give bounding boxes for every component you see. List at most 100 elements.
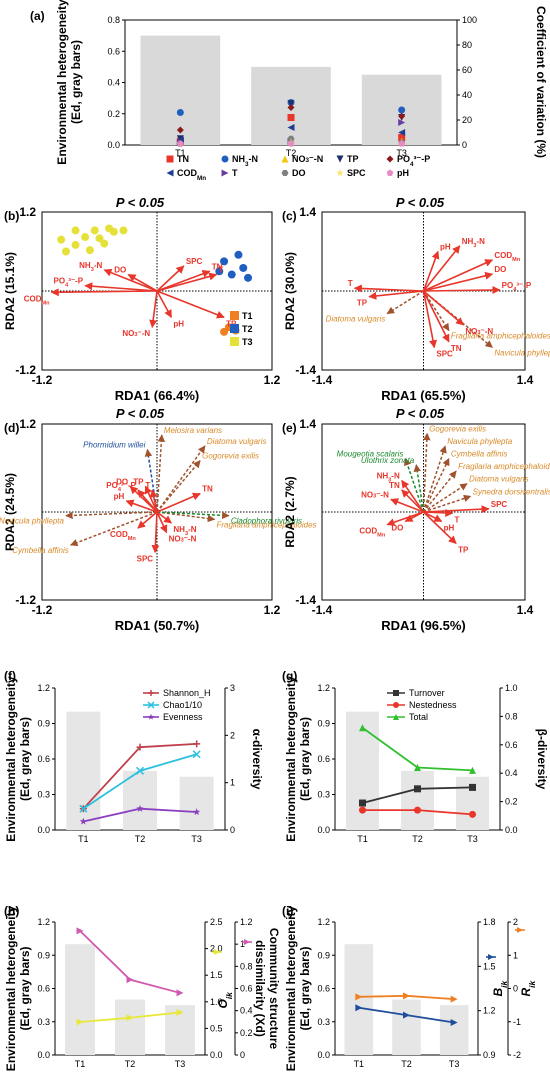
panel-e-env-label: TN [389, 481, 400, 490]
panel-h-axis-key-marker-Xd [244, 939, 250, 945]
panel-i-label: (i) [282, 904, 293, 918]
panel-c-env-label: NO3⁻-N [465, 327, 493, 336]
panel-h-bar-T1 [65, 944, 95, 1055]
panel-b-ytick: 1.2 [19, 205, 36, 219]
panel-h-y2tick: 1.0 [210, 997, 223, 1007]
panel-a-point-pH-T2 [287, 140, 295, 147]
panel-d-label: (d) [4, 421, 19, 435]
panel-b-env-label: T [218, 266, 223, 275]
panel-e-env-label: TP [458, 545, 469, 554]
panel-e-label: (e) [282, 421, 297, 435]
panel-g-point-Nestedness-T3 [469, 810, 476, 818]
panel-h-point-Oik-T2 [126, 1014, 134, 1022]
panel-h-y2tick: 2.5 [210, 917, 223, 927]
panel-c-env-arrow [422, 290, 437, 349]
panel-g-ytick: 0.0 [317, 825, 330, 835]
panel-g-point-Turnover-T2 [414, 785, 421, 793]
panel-g-xtick-T2: T2 [412, 834, 423, 844]
panel-f-ytick: 0.0 [37, 825, 50, 835]
panel-b-env-label: SPC [186, 257, 203, 266]
panel-h-y3tick: 1.2 [240, 917, 253, 927]
panel-i-y3tick: 0 [513, 984, 518, 994]
panel-a-point-TN-T2 [287, 114, 295, 121]
panel-d-species-label: Phormidium willei [83, 441, 145, 450]
panel-a-ytick: 0.4 [107, 78, 120, 88]
panel-a-legend-NH3-N: NH3-N [232, 154, 258, 168]
panel-g-legend-marker-Nestedness [393, 702, 399, 708]
panel-b-xtick: -1.2 [32, 373, 53, 387]
panel-e-env-arrow [423, 505, 490, 514]
panel-h-y2tick: 0.0 [210, 1050, 223, 1060]
panel-e-species-arrow [422, 445, 447, 513]
panel-f-bar-T3 [179, 776, 214, 830]
panel-h-point-Oik-T1 [76, 1018, 84, 1026]
panel-a-point-NH3-N-T3 [398, 106, 406, 114]
panel-g-legend-Turnover: Turnover [409, 688, 445, 698]
panel-c-env-arrow [353, 284, 424, 293]
panel-a-legend-DO: DO [292, 168, 306, 178]
panel-c-species-label: Fragilaria amphicephaloides [451, 332, 550, 341]
panel-a-xtick-T3: T3 [396, 148, 407, 158]
panel-f-point-Chao1/10-T2 [135, 766, 145, 775]
panel-f-point-Shannon_H-T2 [136, 743, 144, 751]
panel-e-xtick: 1.4 [517, 603, 534, 617]
panel-h-ylabel: Environmental heterogeneity(Ed, gray bar… [4, 905, 32, 1071]
panel-e-species-label: Cymbella affinis [451, 450, 507, 459]
panel-e-species-label: Fragilaria amphicephaloides [458, 462, 550, 471]
panel-f-bar-T1 [66, 711, 101, 830]
panel-a-legend-pH: pH [397, 168, 409, 178]
panel-c-xtick: -1.4 [312, 373, 333, 387]
panel-d-species-label: Melosira varians [164, 426, 222, 435]
panel-c-env-arrow [422, 290, 464, 326]
panel-f-legend-Shannon_H: Shannon_H [163, 688, 211, 698]
panel-i-axis-key-marker-Bik [488, 954, 494, 960]
panel-f-ytick: 0.3 [37, 790, 50, 800]
panel-h-xtick-T1: T1 [75, 1059, 86, 1069]
panel-a-legend-PO4-P: PO4³⁻-P [397, 154, 430, 168]
panel-b-site-T1-2 [220, 327, 229, 336]
panel-h-y2tick: 1.5 [210, 970, 223, 980]
panel-a-legend-marker-CODMn [166, 169, 174, 177]
panel-e-title: P < 0.05 [396, 406, 445, 421]
panel-g-y2tick: 0.4 [505, 768, 518, 778]
panel-f-ytick: 0.6 [37, 754, 50, 764]
panel-a-xtick-T1: T1 [175, 148, 186, 158]
panel-a-point-PO4-P-T2 [287, 104, 295, 111]
panel-b-site-T2-1 [234, 250, 243, 259]
panel-a-legend-NO3-N: NO3⁻-N [292, 154, 323, 164]
panel-h-point-Oik-T3 [176, 1008, 184, 1016]
panel-g-label: (g) [282, 669, 297, 683]
panel-d-species-arrow [65, 511, 158, 520]
panel-c-species-arrow [422, 290, 450, 332]
panel-f-legend-marker-Chao1/10-b [147, 701, 155, 709]
panel-f-y2label: α-diversity [250, 729, 264, 790]
panel-c-ytick: 1.4 [299, 205, 316, 219]
panel-h-y2label: Oik [216, 992, 234, 1009]
panel-c-xlabel: RDA1 (65.5%) [381, 388, 466, 403]
panel-b-title: P < 0.05 [116, 195, 165, 210]
panel-d-species-arrow [70, 511, 158, 547]
panel-c-env-label: DO [494, 265, 506, 274]
panel-c-env-label: TP [357, 299, 368, 308]
panel-f-point-Chao1/10-T3-b [192, 750, 201, 759]
panel-i-ytick: 0.6 [317, 984, 330, 994]
panel-b-site-T2-5 [215, 267, 224, 276]
panel-e-species-label: Ulothrix zonata [361, 456, 415, 465]
panel-h-xtick-T3: T3 [175, 1059, 186, 1069]
panel-b-site-T3-10 [71, 226, 80, 235]
panel-a-legend-marker-TN [166, 155, 174, 163]
panel-g-legend-Total: Total [409, 712, 428, 722]
panel-g-point-Total-T2 [414, 764, 421, 772]
panel-e-species-label: Mougeotia scalaris [337, 450, 404, 459]
panel-d-species-label: Cladophora rivularis [231, 517, 302, 526]
panel-d-env-arrow [125, 499, 158, 513]
panel-g-y2label: β-diversity [535, 729, 549, 790]
panel-d-env-label: SPC [137, 554, 154, 563]
panel-b-env-arrow [127, 273, 158, 292]
panel-c-env-arrow [368, 290, 424, 300]
panel-b-label: (b) [4, 209, 19, 223]
panel-b-site-T2-2 [239, 263, 248, 272]
panel-i-ytick: 1.2 [317, 917, 330, 927]
panel-a-point-TP-T2 [287, 100, 295, 108]
panel-i-ytick: 0.3 [317, 1017, 330, 1027]
